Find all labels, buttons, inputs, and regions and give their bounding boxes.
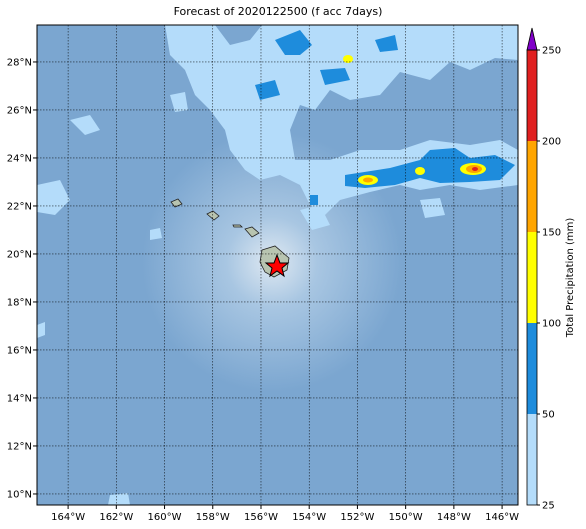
colorbar-segment (527, 323, 537, 414)
colorbar-tick-label: 250 (542, 46, 561, 57)
colorbar-segment (527, 50, 537, 141)
lon-label: 158°W (196, 512, 230, 523)
lon-label: 160°W (148, 512, 182, 523)
colorbar-tick-label: 25 (542, 501, 555, 512)
precip-high (343, 55, 486, 185)
lon-label: 154°W (292, 512, 326, 523)
colorbar-label: Total Precipitation (mm) (565, 218, 576, 339)
colorbar-segment (527, 414, 537, 505)
lat-label: 10°N (7, 489, 32, 500)
colorbar-frame (526, 49, 538, 506)
map-area (37, 25, 518, 505)
lat-label: 22°N (7, 201, 32, 212)
map-frame (36, 24, 519, 506)
lat-label: 14°N (7, 393, 32, 404)
colorbar-segment (527, 232, 537, 323)
colorbar-tick-label: 100 (542, 319, 561, 330)
lon-label: 150°W (389, 512, 423, 523)
lat-label: 28°N (7, 57, 32, 68)
lat-label: 16°N (7, 345, 32, 356)
lon-label: 162°W (99, 512, 133, 523)
lat-label: 20°N (7, 249, 32, 260)
lat-label: 12°N (7, 441, 32, 452)
lat-label: 24°N (7, 153, 32, 164)
grid (37, 25, 518, 505)
lon-label: 152°W (340, 512, 374, 523)
lon-label: 146°W (485, 512, 519, 523)
colorbar-segment (527, 141, 537, 232)
colorbar-tick-label: 150 (542, 228, 561, 239)
lat-label: 18°N (7, 297, 32, 308)
title: Forecast of 2020122500 (f acc 7days) (174, 5, 383, 18)
colorbar: 25 50 100 150 200 250 Total Precipitation (mm) (526, 27, 576, 512)
colorbar-tick-label: 50 (542, 410, 555, 421)
lon-label: 148°W (437, 512, 471, 523)
star-marker (264, 253, 290, 278)
lon-label: 164°W (51, 512, 85, 523)
colorbar-extend (526, 27, 538, 51)
lon-label: 156°W (244, 512, 278, 523)
lat-label: 26°N (7, 105, 32, 116)
colorbar-tick-label: 200 (542, 137, 561, 148)
